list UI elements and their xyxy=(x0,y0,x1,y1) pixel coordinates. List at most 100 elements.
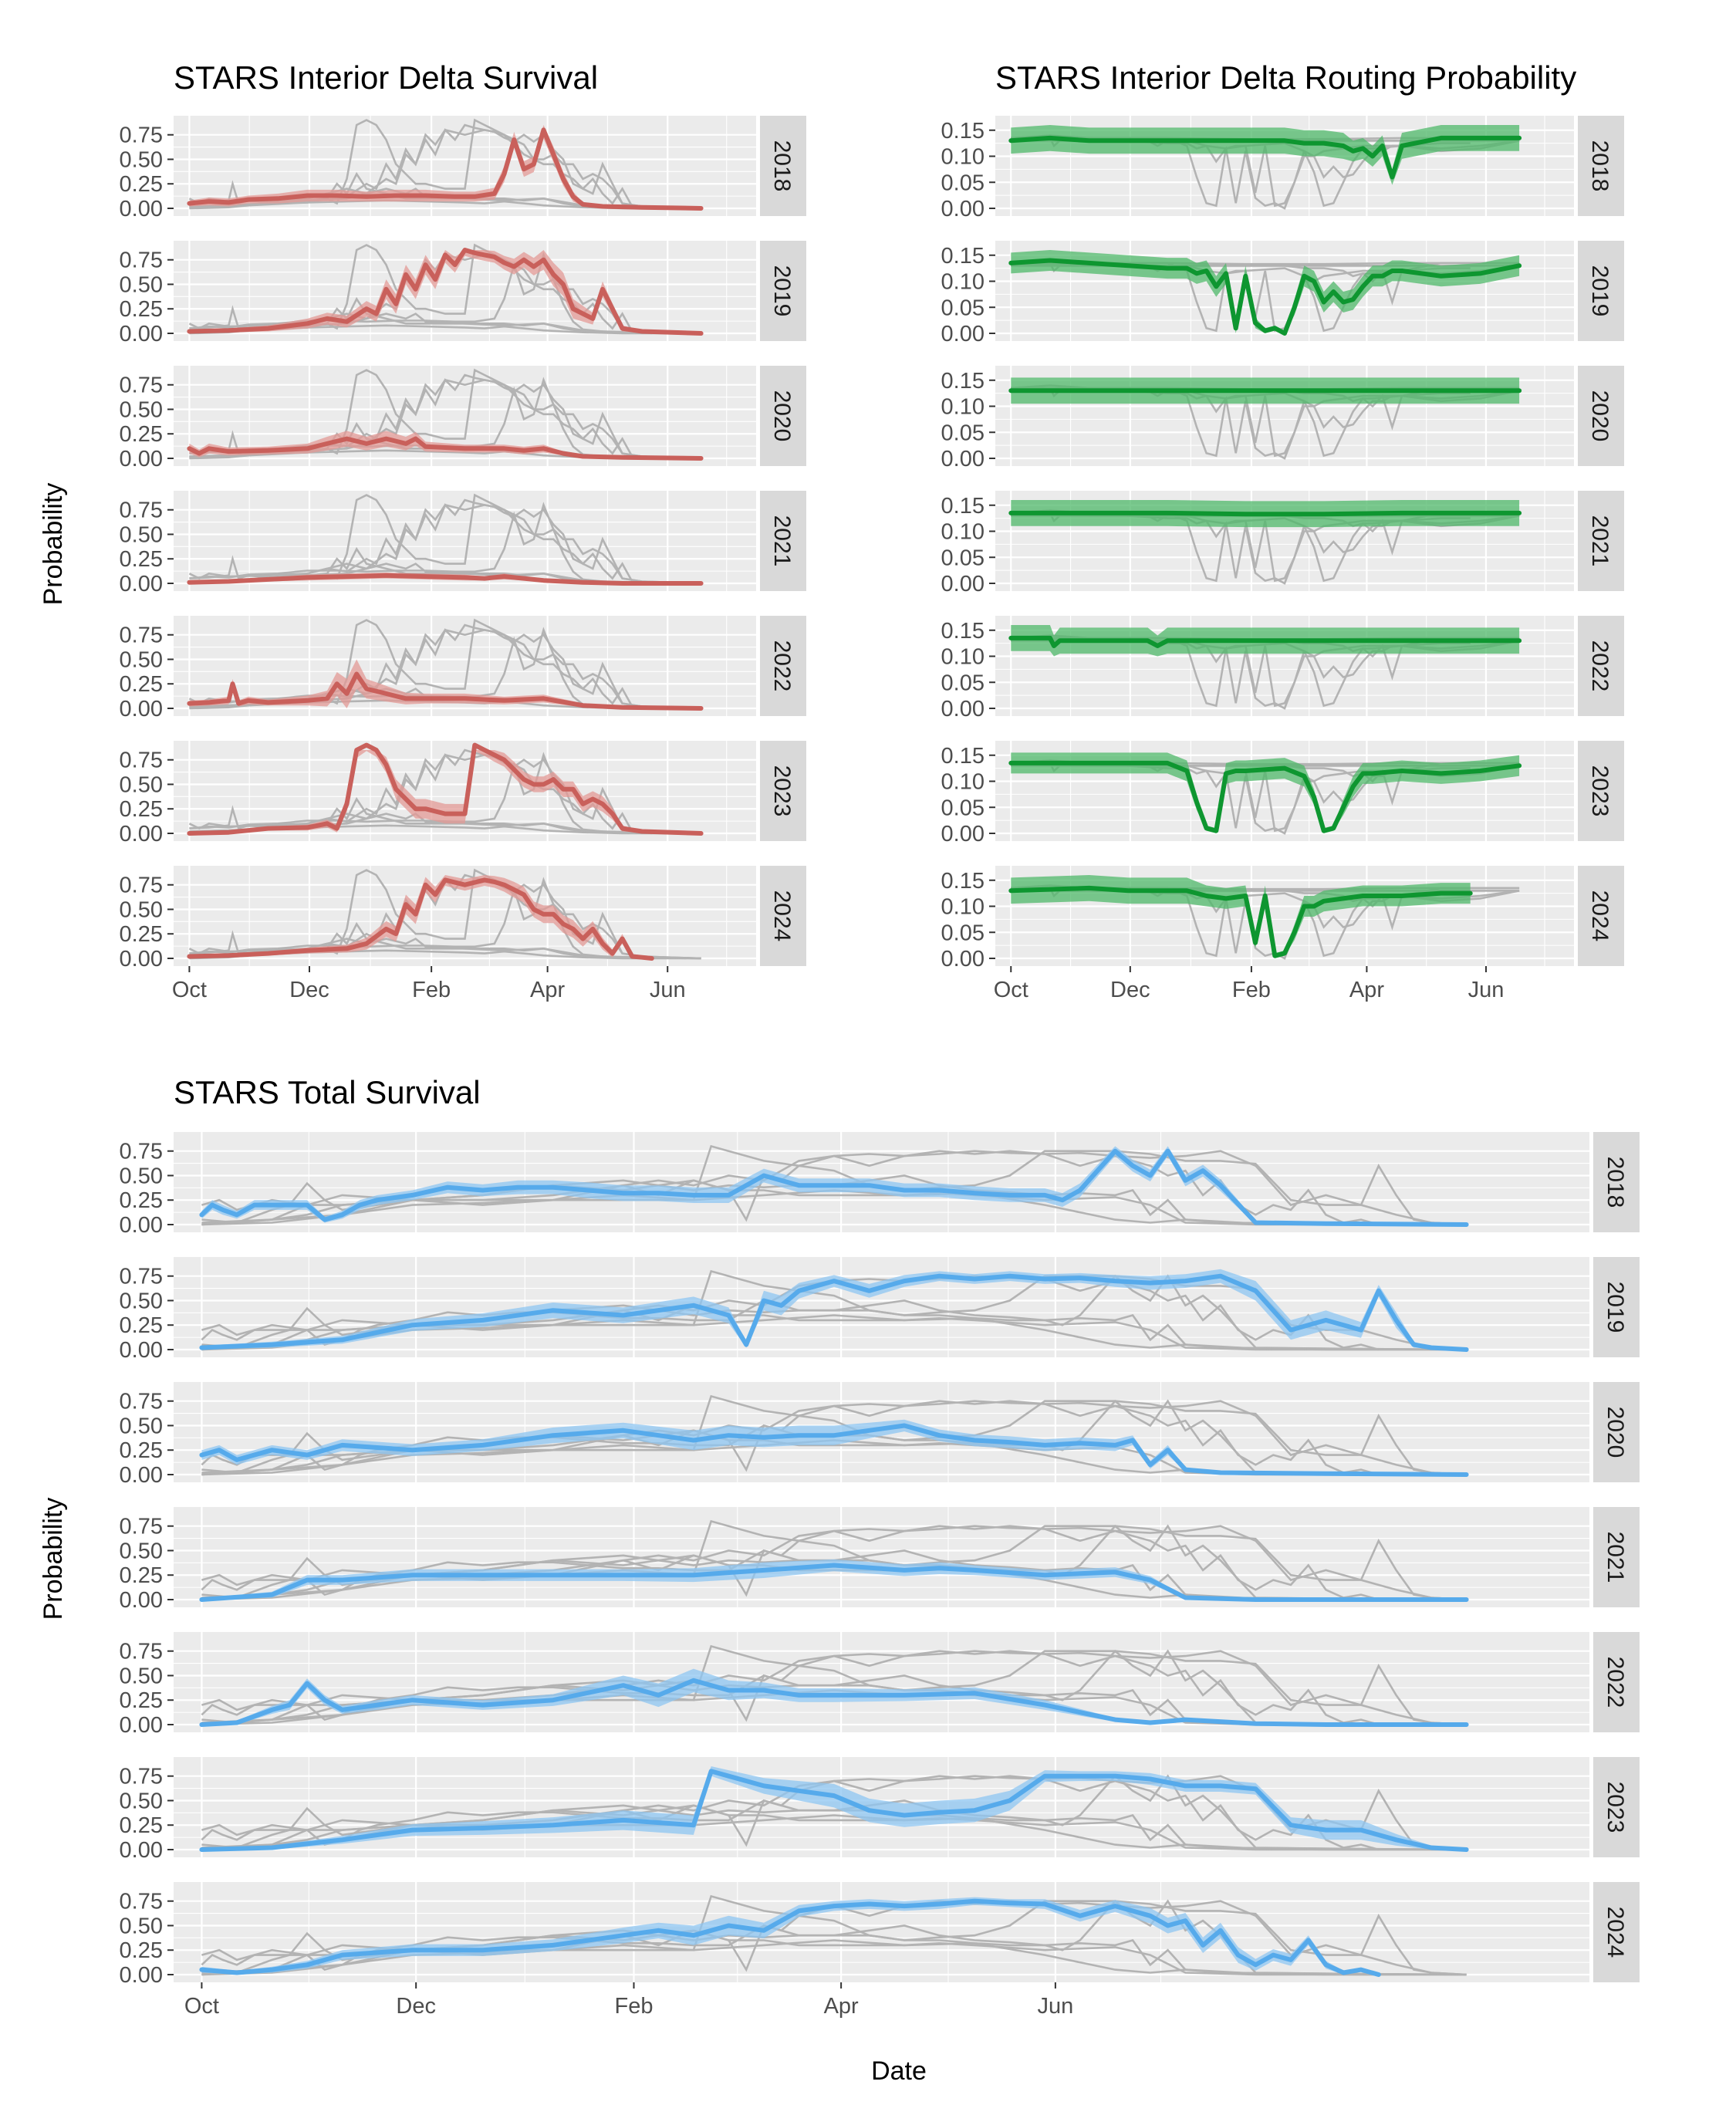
total-strip-2024 xyxy=(1593,1882,1640,1982)
total-strip-2019 xyxy=(1593,1257,1640,1357)
total-bg-series-2020 xyxy=(201,1924,1467,1976)
total-ytick-label: 0.00 xyxy=(120,1963,163,1988)
total-bg-series-2020 xyxy=(201,1299,1467,1351)
routing-ytick-label: 0.15 xyxy=(941,869,985,894)
total-ytick-label: 0.25 xyxy=(120,1438,163,1463)
total-ytick-label: 0.75 xyxy=(120,1640,163,1664)
total-series-2022 xyxy=(199,1678,1469,1727)
routing-ytick-label: 0.15 xyxy=(941,619,985,644)
routing-ytick-label: 0.05 xyxy=(941,546,985,570)
total-strip-label-2024: 2024 xyxy=(1603,1907,1628,1958)
routing-ytick-label: 0.15 xyxy=(941,244,985,269)
xlabel: Date xyxy=(871,2056,927,2086)
total-ytick-label: 0.00 xyxy=(120,1463,163,1488)
survival-ytick-label: 0.25 xyxy=(120,547,163,572)
survival-ytick-label: 0.50 xyxy=(120,772,163,797)
survival-strip-label-2024: 2024 xyxy=(769,890,795,942)
total-ytick-label: 0.25 xyxy=(120,1563,163,1588)
routing-ytick-label: 0.10 xyxy=(941,645,985,670)
survival-ytick-label: 0.00 xyxy=(120,197,163,221)
total-series-2023 xyxy=(199,1769,1469,1852)
routing-ytick-label: 0.00 xyxy=(941,197,985,221)
total-ytick-label: 0.25 xyxy=(120,1313,163,1338)
survival-band-2022 xyxy=(189,659,701,708)
survival-bg-series-2023 xyxy=(189,118,701,210)
survival-ytick-label: 0.25 xyxy=(120,672,163,697)
total-ytick-label: 0.75 xyxy=(120,1890,163,1914)
total-ytick-label: 0.75 xyxy=(120,1765,163,1789)
total-ytick-label: 0.50 xyxy=(120,1539,163,1563)
routing-strip-2024 xyxy=(1578,866,1624,966)
routing-series-2019 xyxy=(1008,258,1522,336)
survival-ytick-label: 0.50 xyxy=(120,397,163,422)
routing-xtick-label: Dec xyxy=(1110,978,1150,1002)
survival-bg-series-2024 xyxy=(189,128,652,210)
routing-facet-2024: 0.000.050.100.15 2024 xyxy=(941,866,1624,971)
survival-strip-label-2021: 2021 xyxy=(769,515,795,567)
survival-series-2021 xyxy=(187,573,704,586)
total-strip-2022 xyxy=(1593,1632,1640,1732)
total-ytick-label: 0.50 xyxy=(120,1164,163,1188)
survival-facet-2024: 0.000.250.500.75 2024 xyxy=(120,866,806,971)
total-xtick-label: Dec xyxy=(396,1994,436,2019)
total-facet-2019: 0.000.250.500.75 2019 xyxy=(120,1257,1640,1363)
routing-ytick-label: 0.15 xyxy=(941,119,985,144)
survival-bg-series-2018 xyxy=(189,252,701,335)
routing-ytick-label: 0.05 xyxy=(941,671,985,695)
total-strip-label-2018: 2018 xyxy=(1603,1157,1628,1208)
survival-strip-2018 xyxy=(760,116,806,216)
total-panel-bg xyxy=(174,1257,1589,1357)
survival-ytick-label: 0.50 xyxy=(120,147,163,172)
routing-strip-label-2021: 2021 xyxy=(1587,515,1613,567)
routing-ytick-label: 0.00 xyxy=(941,322,985,346)
routing-ytick-label: 0.00 xyxy=(941,447,985,471)
survival-band-2020 xyxy=(189,431,701,458)
survival-strip-label-2018: 2018 xyxy=(769,140,795,192)
survival-xtick-label: Jun xyxy=(650,978,686,1002)
survival-ytick-label: 0.25 xyxy=(120,297,163,322)
survival-ytick-label: 0.50 xyxy=(120,522,163,547)
total-series-2024 xyxy=(199,1898,1381,1977)
survival-series-2018 xyxy=(187,127,704,211)
routing-strip-label-2024: 2024 xyxy=(1587,890,1613,942)
survival-ytick-label: 0.25 xyxy=(120,172,163,197)
total-ytick-label: 0.00 xyxy=(120,1713,163,1738)
routing-strip-2018 xyxy=(1578,116,1624,216)
routing-series-2024 xyxy=(1008,885,1473,958)
survival-bg-series-2023 xyxy=(189,868,701,960)
routing-ytick-label: 0.10 xyxy=(941,895,985,920)
routing-strip-2021 xyxy=(1578,491,1624,591)
routing-strip-label-2023: 2023 xyxy=(1587,765,1613,817)
survival-series-2020 xyxy=(187,436,704,461)
total-panel-bg xyxy=(174,1632,1589,1732)
total-ytick-label: 0.00 xyxy=(120,1213,163,1238)
survival-ytick-label: 0.75 xyxy=(120,498,163,523)
total-facet-2022: 0.000.250.500.75 2022 xyxy=(120,1632,1640,1738)
routing-strip-2023 xyxy=(1578,741,1624,841)
survival-ytick-label: 0.00 xyxy=(120,822,163,846)
total-series-2019 xyxy=(199,1273,1469,1352)
routing-ytick-label: 0.05 xyxy=(941,796,985,820)
total-bg-series-2024 xyxy=(201,1150,1380,1226)
survival-bg-series-2023 xyxy=(189,493,701,585)
total-facet-2024: 0.000.250.500.75 2024 xyxy=(120,1882,1640,1988)
survival-xtick-label: Apr xyxy=(530,978,565,1002)
total-facet-2020: 0.000.250.500.75 2020 xyxy=(120,1382,1640,1488)
survival-series-2024 xyxy=(187,877,654,961)
top-ylabel: Probability xyxy=(39,483,68,606)
survival-ytick-label: 0.50 xyxy=(120,897,163,922)
routing-series-2022 xyxy=(1008,635,1522,648)
total-strip-label-2019: 2019 xyxy=(1603,1282,1628,1333)
survival-ytick-label: 0.75 xyxy=(120,248,163,273)
survival-ytick-label: 0.75 xyxy=(120,623,163,648)
survival-facet-2021: 0.000.250.500.75 2021 xyxy=(120,491,806,596)
survival-bg-series-2018 xyxy=(189,502,701,585)
total-facet-2023: 0.000.250.500.75 2023 xyxy=(120,1757,1640,1863)
total-series-2021 xyxy=(199,1563,1469,1602)
total-panel-bg xyxy=(174,1507,1589,1607)
survival-bg-series-2024 xyxy=(189,503,652,585)
routing-ytick-label: 0.15 xyxy=(941,744,985,769)
total-ytick-label: 0.75 xyxy=(120,1515,163,1539)
total-ytick-label: 0.25 xyxy=(120,1938,163,1963)
